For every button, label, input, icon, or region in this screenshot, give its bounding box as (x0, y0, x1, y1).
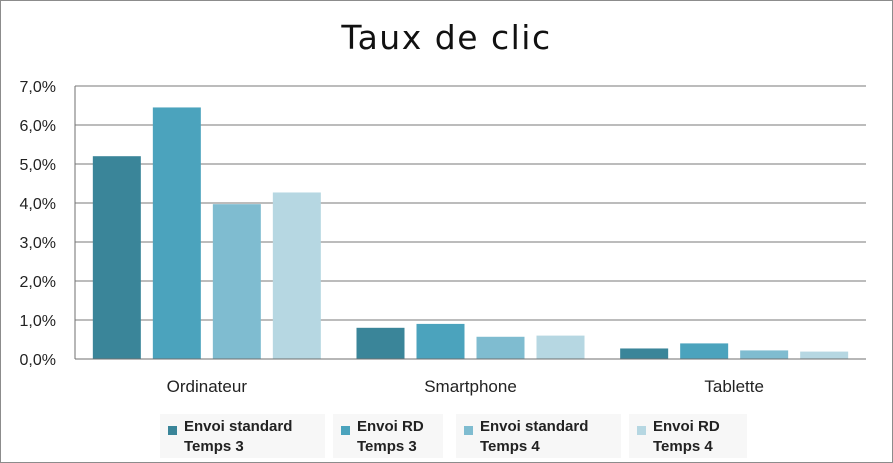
bar (800, 351, 849, 359)
axis-labels: 0,0% 1,0% 2,0% 3,0% 4,0% 5,0% 6,0% 7,0% Ordinate… (20, 79, 764, 396)
chart-title: Taux de clic (341, 18, 552, 57)
bar (92, 156, 141, 359)
bars (92, 107, 849, 359)
axes (74, 86, 866, 360)
y-tick-label: 6,0% (20, 118, 56, 135)
legend-swatch (341, 426, 350, 435)
legend-label: Envoi RD Temps 4 (653, 418, 720, 455)
x-category-label: Smartphone (424, 377, 517, 396)
bar (152, 107, 201, 359)
legend-item: Envoi RD Temps 3 (333, 414, 443, 458)
y-tick-label: 2,0% (20, 274, 56, 291)
bar (680, 343, 729, 359)
bar (536, 335, 585, 359)
bar (212, 204, 261, 359)
legend-swatch (168, 426, 177, 435)
bar (476, 336, 525, 359)
y-tick-label: 7,0% (20, 79, 56, 96)
legend-swatch (464, 426, 473, 435)
bar (272, 192, 321, 359)
y-tick-label: 0,0% (20, 352, 56, 369)
legend-label: Envoi RD Temps 3 (357, 418, 424, 455)
legend-swatch (637, 426, 646, 435)
y-tick-label: 5,0% (20, 157, 56, 174)
legend-label: Envoi standard Temps 3 (184, 418, 293, 455)
bar (356, 327, 405, 359)
y-tick-label: 1,0% (20, 313, 56, 330)
bar (416, 323, 465, 359)
bar (740, 350, 789, 359)
legend-item: Envoi standard Temps 3 (160, 414, 325, 458)
legend-item: Envoi standard Temps 4 (456, 414, 621, 458)
y-tick-label: 4,0% (20, 196, 56, 213)
gridlines (75, 85, 866, 321)
x-category-label: Ordinateur (167, 377, 248, 396)
legend-item: Envoi RD Temps 4 (629, 414, 747, 458)
legend-label: Envoi standard Temps 4 (480, 418, 589, 455)
y-tick-label: 3,0% (20, 235, 56, 252)
x-category-label: Tablette (704, 377, 764, 396)
bar (620, 348, 669, 359)
